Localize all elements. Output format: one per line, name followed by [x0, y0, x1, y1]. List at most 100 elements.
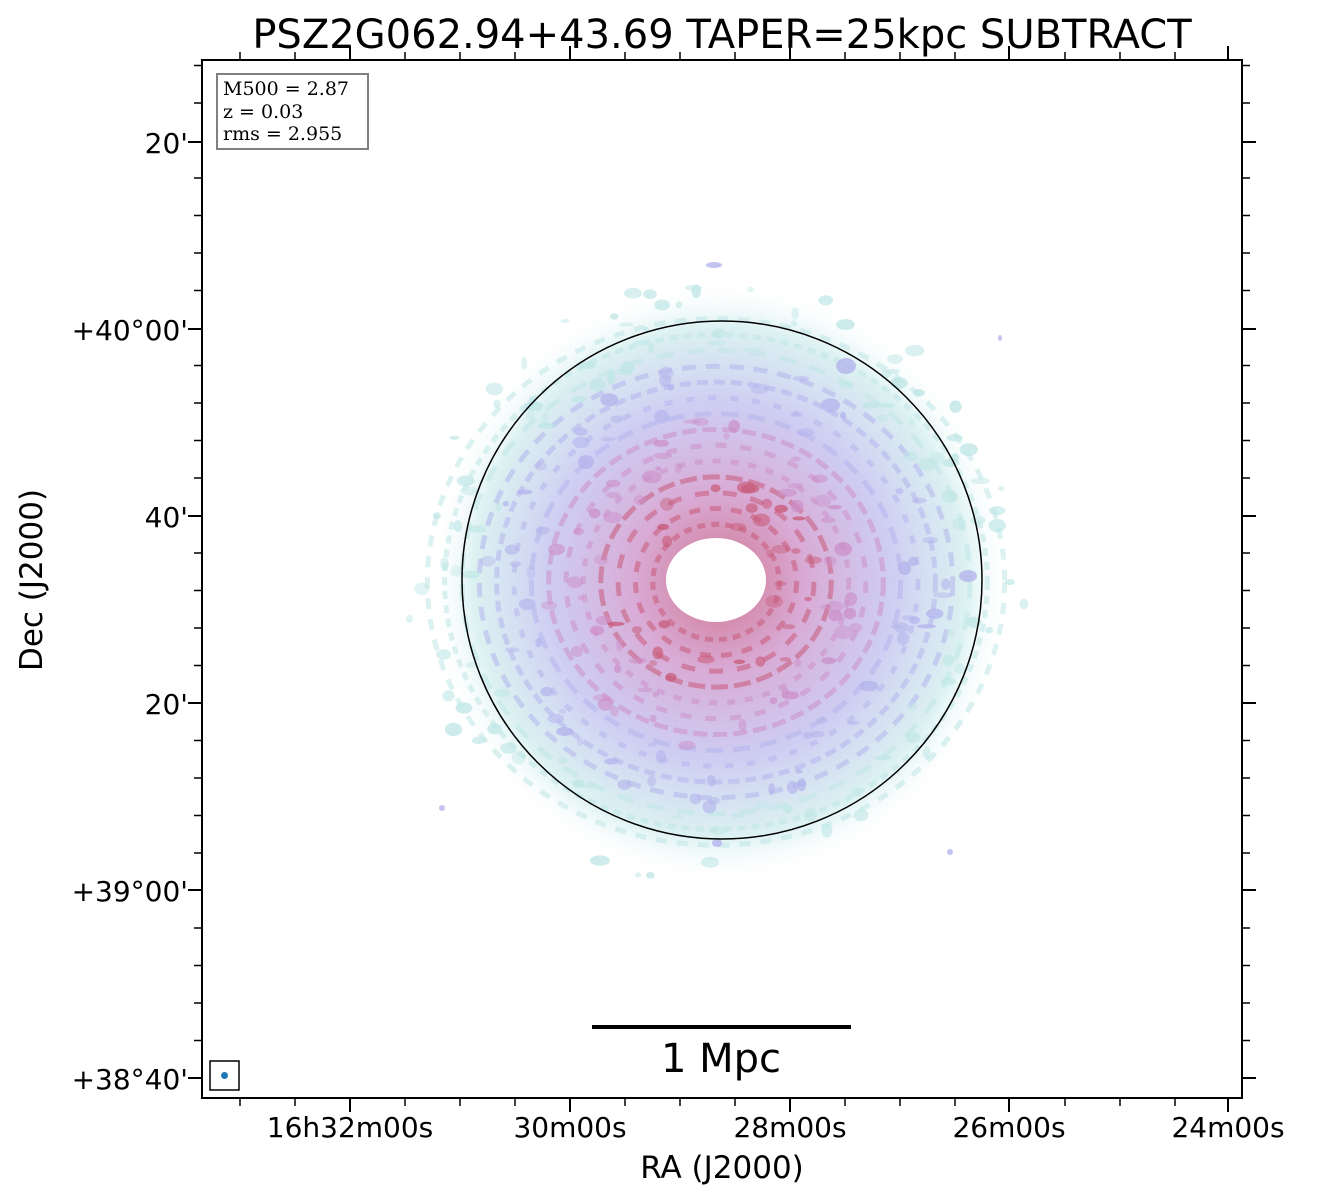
- emission-blob: [485, 382, 504, 396]
- emission-blob: [449, 435, 460, 440]
- emission-blob: [887, 354, 904, 364]
- emission-blob: [707, 340, 726, 346]
- emission-ripple-ring: [494, 379, 938, 785]
- emission-blob: [614, 664, 622, 674]
- emission-blob: [1019, 598, 1029, 610]
- emission-blob: [607, 621, 625, 627]
- emission-blob: [556, 727, 574, 736]
- emission-blob: [706, 775, 716, 787]
- emission-blob: [453, 520, 463, 533]
- emission-ripple-ring: [546, 426, 886, 738]
- emission-blob: [634, 872, 642, 878]
- emission-ripple-ring: [632, 506, 800, 658]
- emission-blob: [655, 750, 667, 764]
- emission-blob: [1005, 579, 1015, 586]
- emission-blob: [572, 436, 590, 448]
- emission-blob: [487, 723, 503, 735]
- emission-blob: [849, 623, 863, 633]
- emission-blob: [654, 299, 670, 311]
- emission-blob: [617, 779, 632, 790]
- emission-blob: [765, 595, 784, 608]
- emission-blob: [820, 398, 841, 413]
- emission-blob: [648, 660, 658, 667]
- emission-blob: [675, 301, 683, 309]
- emission-blobs: [406, 262, 1029, 879]
- emission-blob: [712, 328, 726, 339]
- x-tick-label: 30m00s: [513, 1111, 626, 1144]
- emission-blob: [946, 434, 963, 442]
- emission-blob: [827, 505, 842, 510]
- subtracted-core: [666, 538, 766, 622]
- emission-blob: [709, 826, 728, 835]
- emission-blob: [834, 625, 852, 640]
- emission-blob: [873, 755, 893, 761]
- emission-blob: [809, 730, 825, 738]
- emission-blob: [499, 742, 517, 754]
- emission-blob: [643, 326, 650, 332]
- emission-blob: [779, 657, 791, 662]
- emission-blob: [588, 508, 601, 519]
- plot-frame: [201, 59, 1243, 1099]
- emission-blob: [790, 412, 800, 417]
- emission-blob: [912, 497, 927, 504]
- emission-blob: [846, 720, 860, 725]
- emission-blob: [436, 649, 451, 660]
- emission-blob: [572, 779, 585, 788]
- emission-blob: [728, 419, 740, 433]
- emission-blob: [691, 284, 701, 299]
- emission-blob: [701, 856, 720, 868]
- emission-blob: [643, 289, 657, 300]
- x-tick-label: 26m00s: [952, 1111, 1065, 1144]
- y-tick-label: +40°00': [72, 314, 188, 347]
- scale-bar-label: 1 Mpc: [661, 1036, 781, 1082]
- emission-blob: [516, 489, 533, 495]
- emission-blob: [738, 719, 747, 731]
- emission-blob: [547, 713, 565, 724]
- emission-blob: [471, 736, 486, 745]
- y-tick-label: 40': [145, 501, 188, 534]
- emission-blob: [790, 499, 804, 513]
- emission-blob: [755, 656, 766, 667]
- emission-blob: [414, 582, 430, 595]
- emission-blob: [502, 501, 509, 507]
- emission-blob: [942, 654, 955, 667]
- emission-blob: [791, 307, 799, 320]
- emission-blob: [594, 554, 609, 565]
- emission-blob: [653, 439, 670, 447]
- emission-blob: [678, 740, 696, 751]
- emission-blob: [535, 637, 542, 648]
- emission-blob: [905, 732, 921, 744]
- emission-blob: [631, 626, 643, 634]
- emission-blob: [610, 415, 624, 423]
- emission-blob: [781, 691, 800, 700]
- emission-blob: [511, 750, 526, 765]
- emission-blob: [792, 516, 806, 521]
- emission-blob: [804, 556, 822, 564]
- emission-blob: [838, 380, 854, 388]
- emission-blob: [509, 561, 522, 567]
- emission-ripple-rings: [424, 316, 1008, 848]
- emission-blob: [710, 484, 721, 493]
- emission-blob: [456, 475, 475, 487]
- emission-blob: [637, 687, 653, 693]
- emission-blob: [791, 548, 801, 554]
- emission-blob: [633, 495, 646, 506]
- emission-ripple-ring: [424, 316, 1008, 848]
- emission-blob: [578, 361, 597, 370]
- emission-blob: [518, 598, 536, 610]
- emission-blob: [913, 389, 925, 397]
- emission-blob: [949, 400, 962, 413]
- emission-blob: [692, 417, 709, 426]
- emission-blob: [797, 778, 807, 792]
- emission-blob: [577, 595, 585, 601]
- emission-blob: [647, 775, 656, 787]
- y-tick-label: 20': [145, 127, 188, 160]
- emission-blob: [560, 319, 570, 323]
- emission-blob: [820, 604, 828, 610]
- emission-blob: [460, 486, 480, 496]
- emission-blob: [468, 525, 487, 533]
- emission-blob: [595, 615, 611, 626]
- emission-blob: [649, 714, 657, 723]
- emission-blob: [444, 722, 463, 737]
- emission-blob: [908, 418, 915, 428]
